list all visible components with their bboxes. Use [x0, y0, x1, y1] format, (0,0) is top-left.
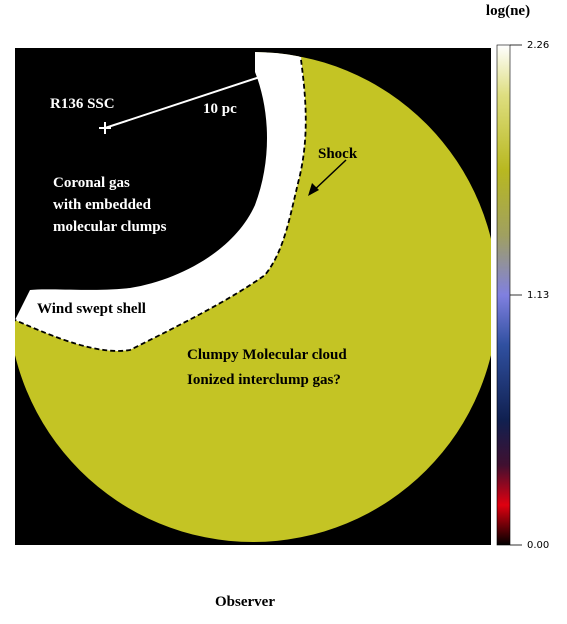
- label: Shock: [318, 146, 358, 162]
- tick-label: 1.13: [527, 290, 549, 301]
- label: with embedded: [53, 197, 152, 213]
- label: 10 pc: [203, 101, 237, 117]
- tick-label: 2.26: [527, 40, 549, 51]
- colorbar: [497, 45, 510, 545]
- figure: R136 SSC 10 pc Coronal gas with embedded…: [0, 0, 567, 624]
- tick-label: 0.00: [527, 540, 549, 551]
- label: molecular clumps: [53, 219, 167, 235]
- label: Clumpy Molecular cloud: [187, 347, 347, 363]
- label: R136 SSC: [50, 96, 115, 112]
- colorbar-title: log(ne): [486, 3, 530, 19]
- label: Observer: [215, 594, 275, 610]
- label: Ionized interclump gas?: [187, 372, 341, 388]
- label: Wind swept shell: [37, 301, 146, 317]
- label: Coronal gas: [53, 175, 130, 191]
